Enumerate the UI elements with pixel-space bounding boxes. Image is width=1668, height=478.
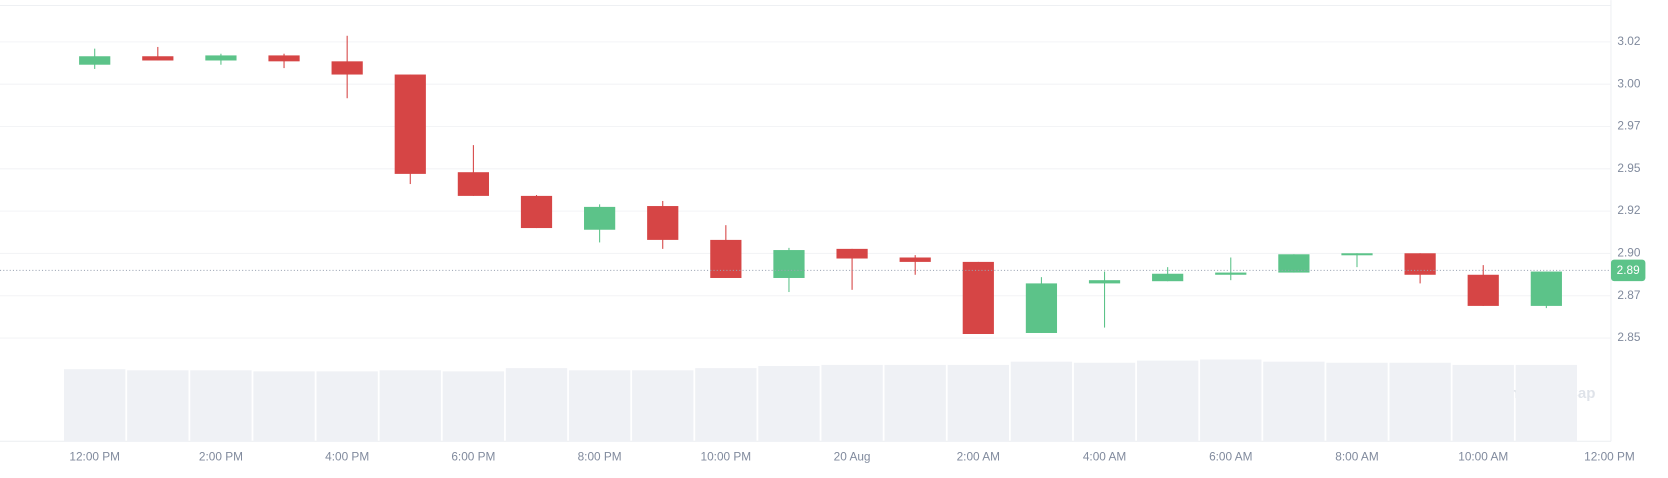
y-tick-label: 3.02 bbox=[1617, 34, 1640, 48]
candle-body bbox=[1404, 253, 1436, 275]
grid bbox=[0, 41, 1611, 339]
x-tick-label: 8:00 PM bbox=[578, 450, 622, 464]
volume-bar bbox=[442, 371, 505, 442]
current-price-label: 2.89 bbox=[1617, 263, 1640, 277]
volume-bar bbox=[1452, 364, 1514, 442]
volume-bar bbox=[947, 364, 1009, 442]
volume-bar bbox=[821, 364, 883, 442]
candle-body bbox=[710, 239, 742, 278]
volume-bar bbox=[1010, 361, 1073, 442]
candle-body bbox=[1467, 274, 1499, 306]
x-tick-label: 4:00 PM bbox=[325, 450, 369, 464]
candle-body bbox=[836, 248, 868, 259]
candle-body bbox=[268, 55, 300, 62]
y-tick-label: 2.92 bbox=[1617, 203, 1640, 217]
x-tick-label: 4:00 AM bbox=[1083, 450, 1126, 464]
volume-bar bbox=[1326, 362, 1388, 442]
candle-body bbox=[1152, 273, 1184, 282]
x-tick-label: 20 Aug bbox=[834, 450, 871, 464]
volume-bar bbox=[505, 368, 568, 442]
volume-bar bbox=[1263, 361, 1325, 442]
candle-body bbox=[331, 61, 363, 75]
candle-body bbox=[394, 74, 426, 174]
candle-body bbox=[1530, 271, 1562, 306]
y-tick-label: 2.87 bbox=[1617, 288, 1640, 302]
x-tick-label: 6:00 PM bbox=[451, 450, 495, 464]
candle-body bbox=[962, 261, 994, 335]
candle-body bbox=[1088, 280, 1121, 284]
volume-bar bbox=[127, 370, 189, 442]
x-tick-label: 2:00 AM bbox=[957, 450, 1000, 464]
candle-body bbox=[1215, 272, 1247, 275]
candle-body bbox=[79, 56, 111, 65]
volume-bar bbox=[253, 371, 315, 442]
volume-bar bbox=[632, 370, 694, 442]
volume-bar bbox=[758, 365, 820, 442]
y-tick-label: 2.90 bbox=[1617, 246, 1640, 260]
current-price-badge bbox=[1610, 259, 1646, 282]
candles bbox=[79, 35, 1562, 335]
y-tick-label: 3.00 bbox=[1617, 76, 1640, 90]
candle-body bbox=[1025, 283, 1058, 333]
x-tick-label: 8:00 AM bbox=[1335, 450, 1378, 464]
volume-bar bbox=[568, 370, 631, 442]
volume-bar bbox=[379, 370, 441, 442]
volume-bar bbox=[190, 370, 252, 442]
candle-body bbox=[647, 206, 679, 240]
x-tick-label: 12:00 PM bbox=[69, 450, 120, 464]
volume-bar bbox=[1136, 360, 1199, 442]
x-tick-label: 6:00 AM bbox=[1209, 450, 1252, 464]
x-tick-label: 12:00 PM bbox=[1584, 450, 1635, 464]
volume-bar bbox=[1200, 359, 1262, 442]
volume-bar bbox=[64, 369, 126, 442]
volume-bar bbox=[1515, 364, 1578, 442]
candle-body bbox=[520, 195, 553, 229]
volume-bar bbox=[884, 364, 946, 442]
volume-bar bbox=[316, 371, 378, 442]
volume-bar bbox=[1073, 362, 1136, 442]
candle-body bbox=[773, 250, 805, 278]
candle-body bbox=[1278, 254, 1310, 273]
candle-body bbox=[584, 206, 616, 230]
candle-body bbox=[1341, 253, 1373, 256]
candle-body bbox=[142, 56, 174, 61]
volume-bars bbox=[64, 359, 1578, 442]
y-tick-label: 2.97 bbox=[1617, 119, 1640, 133]
candle-body bbox=[899, 257, 931, 262]
volume-bar bbox=[1389, 362, 1451, 442]
y-tick-label: 2.85 bbox=[1617, 330, 1640, 344]
candle-body bbox=[457, 172, 489, 196]
y-tick-label: 2.95 bbox=[1617, 161, 1640, 175]
x-tick-label: 2:00 PM bbox=[199, 450, 243, 464]
x-tick-label: 10:00 PM bbox=[701, 450, 752, 464]
candle-body bbox=[205, 55, 237, 61]
volume-bar bbox=[695, 368, 757, 442]
x-tick-label: 10:00 AM bbox=[1458, 450, 1508, 464]
